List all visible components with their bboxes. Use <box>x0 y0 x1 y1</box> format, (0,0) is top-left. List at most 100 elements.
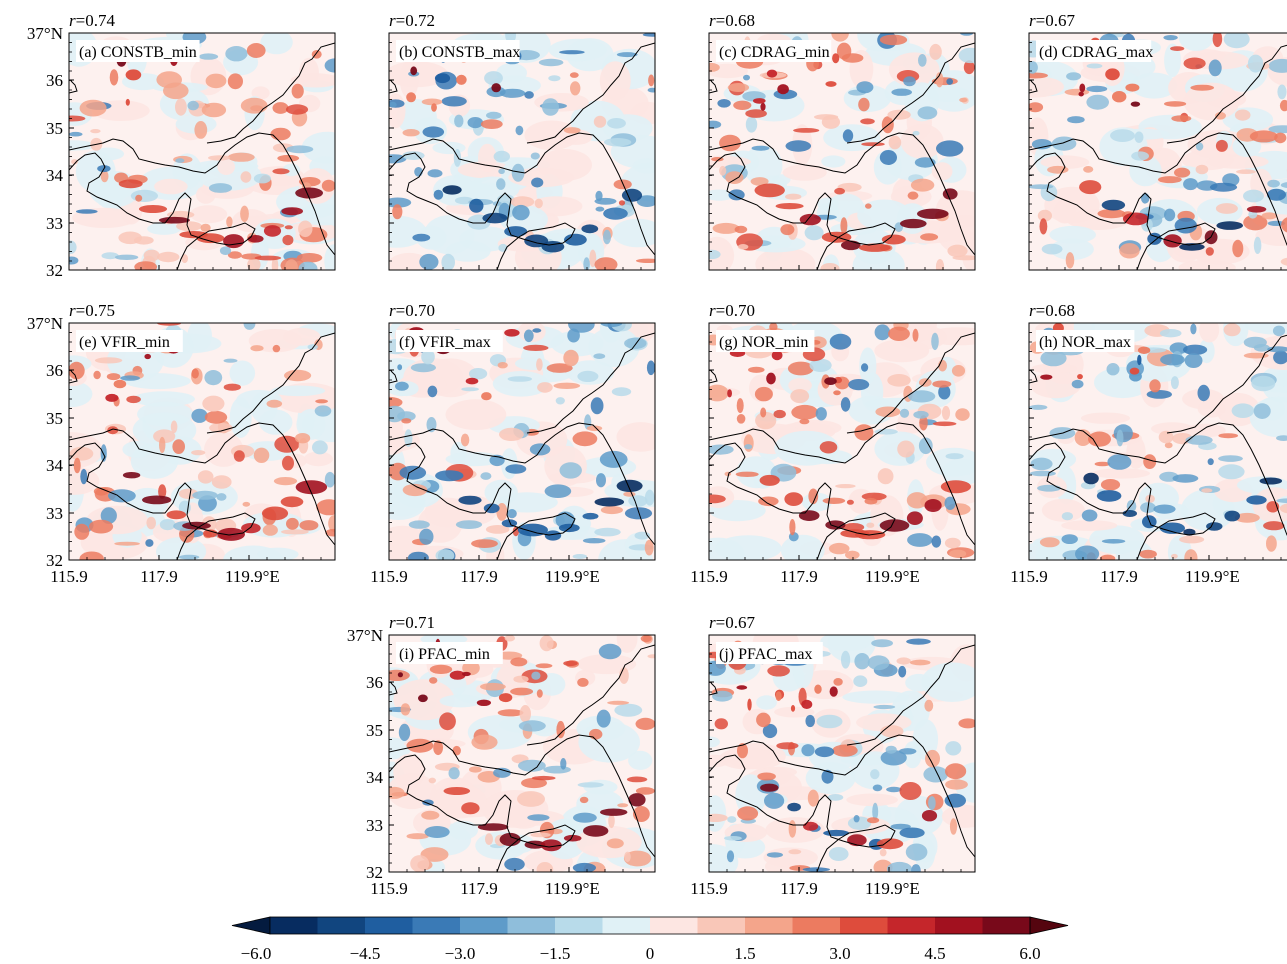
map-panel-j: (j) PFAC_max r=0.67 <box>708 613 976 873</box>
panel-frame <box>1028 32 1287 271</box>
panel-title: (b) CONSTB_max <box>399 44 520 61</box>
coastline <box>846 644 975 746</box>
anomaly-field <box>1029 323 1287 560</box>
panel-frame <box>708 32 976 271</box>
colorbar-segment <box>602 917 651 934</box>
lat-tick-label: 37°N <box>27 314 63 333</box>
panel-title: (g) NOR_min <box>719 334 808 351</box>
colorbar-segment <box>412 917 461 934</box>
lon-tick-label: 117.9 <box>460 567 498 586</box>
panel-title: (i) PFAC_min <box>399 646 490 663</box>
colorbar-tick-label: 1.5 <box>734 944 755 963</box>
colorbar-segment <box>792 917 841 934</box>
lat-tick-label: 35 <box>46 409 63 428</box>
province-border <box>389 152 576 270</box>
province-border <box>709 682 718 696</box>
province-border <box>1029 80 1038 94</box>
correlation-label: r=0.67 <box>1029 11 1075 30</box>
panel-label: (f) VFIR_max <box>396 330 503 352</box>
province-border <box>389 682 398 696</box>
province-border <box>389 370 398 384</box>
panel-label: (i) PFAC_min <box>396 642 503 664</box>
province-border <box>709 152 896 270</box>
correlation-label: r=0.68 <box>709 11 755 30</box>
province-border <box>1029 152 1216 270</box>
panel-title: (h) NOR_max <box>1039 334 1131 351</box>
lon-tick-label: 119.9°E <box>1185 567 1240 586</box>
lat-tick-label: 37°N <box>27 24 63 43</box>
correlation-label: r=0.72 <box>389 11 435 30</box>
map-panel-i: (i) PFAC_min r=0.71 <box>388 613 656 873</box>
coastline <box>846 42 975 144</box>
colorbar-segment <box>460 917 508 934</box>
map-panel-g: (g) NOR_min r=0.70 <box>708 301 976 561</box>
province-border <box>69 422 335 546</box>
correlation-label: r=0.67 <box>709 613 755 632</box>
panel-frame <box>68 32 336 271</box>
panel-label: (h) NOR_max <box>1036 330 1135 352</box>
panel-frame <box>708 322 976 561</box>
lon-tick-label: 119.9°E <box>865 879 920 898</box>
province-border <box>709 754 896 872</box>
province-border <box>709 132 975 256</box>
coastline <box>206 42 335 144</box>
lat-tick-label: 32 <box>46 551 63 570</box>
colorbar-max-extend <box>1029 916 1069 935</box>
lon-tick-label: 117.9 <box>780 879 818 898</box>
coastline <box>526 42 655 144</box>
lon-tick-label: 115.9 <box>50 567 88 586</box>
coastline <box>526 332 655 434</box>
panel-label: (c) CDRAG_min <box>716 40 832 62</box>
anomaly-field <box>709 33 975 270</box>
correlation-label: r=0.71 <box>389 613 435 632</box>
province-border <box>709 80 718 94</box>
panel-frame <box>388 322 656 561</box>
lon-tick-label: 119.9°E <box>545 567 600 586</box>
colorbar-segment <box>650 917 698 934</box>
lon-tick-label: 119.9°E <box>865 567 920 586</box>
coastline <box>846 332 975 434</box>
colorbar-segment <box>982 917 1031 934</box>
panel-label: (j) PFAC_max <box>716 642 823 664</box>
coastline <box>1166 334 1287 434</box>
province-border <box>69 132 335 256</box>
anomaly-field <box>389 635 655 872</box>
lat-tick-label: 32 <box>46 261 63 280</box>
anomaly-field <box>69 323 335 560</box>
colorbar-segment <box>745 917 793 934</box>
province-border <box>69 152 256 270</box>
colorbar-min-extend <box>231 916 271 935</box>
anomaly-field <box>69 33 335 270</box>
colorbar-tick-label: 0 <box>646 944 655 963</box>
province-border <box>389 422 655 546</box>
lat-tick-label: 36 <box>366 673 383 692</box>
map-panel-c: (c) CDRAG_min r=0.68 <box>708 11 976 271</box>
anomaly-field <box>709 323 975 560</box>
province-border <box>1029 132 1287 246</box>
lat-tick-label: 37°N <box>347 626 383 645</box>
panel-title: (c) CDRAG_min <box>719 44 830 61</box>
province-border <box>389 132 655 256</box>
anomaly-field <box>1029 33 1287 270</box>
colorbar-segment <box>507 917 556 934</box>
map-panel-b: (b) CONSTB_max r=0.72 <box>388 11 656 271</box>
lat-tick-label: 34 <box>46 166 64 185</box>
correlation-label: r=0.68 <box>1029 301 1075 320</box>
lon-tick-label: 117.9 <box>140 567 178 586</box>
colorbar-segment <box>317 917 366 934</box>
correlation-label: r=0.70 <box>709 301 755 320</box>
panel-frame <box>388 32 656 271</box>
map-panel-d: (d) CDRAG_max r=0.67 <box>1028 11 1287 271</box>
province-border <box>709 370 718 384</box>
panel-label: (e) VFIR_min <box>76 330 183 352</box>
panel-label: (b) CONSTB_max <box>396 40 520 62</box>
colorbar-segment <box>697 917 746 934</box>
lon-tick-label: 115.9 <box>690 879 728 898</box>
map-panel-f: (f) VFIR_max r=0.70 <box>388 301 656 561</box>
panel-title: (d) CDRAG_max <box>1039 44 1153 61</box>
province-border <box>709 734 975 858</box>
anomaly-field <box>709 635 975 872</box>
lat-tick-label: 34 <box>46 456 64 475</box>
colorbar-segment <box>840 917 888 934</box>
